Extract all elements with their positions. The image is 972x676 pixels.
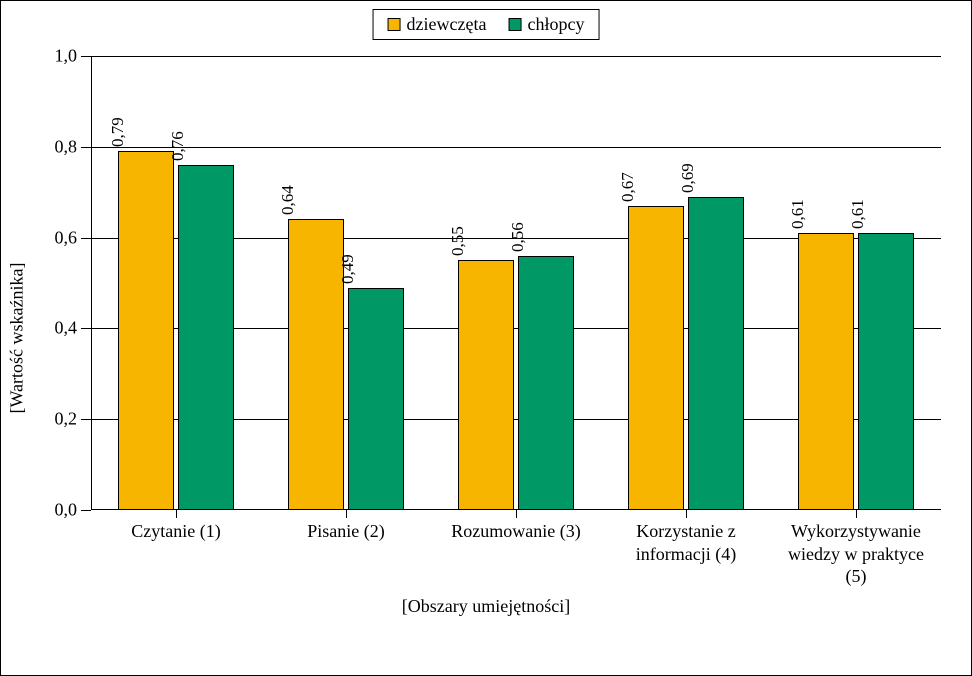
bar-value-label: 0,67 (618, 172, 638, 202)
bar-0-3 (628, 206, 684, 510)
bar-1-3 (688, 197, 744, 510)
legend-label-1: chłopcy (527, 14, 584, 35)
legend: dziewczęta chłopcy (373, 9, 600, 40)
bar-value-label: 0,49 (338, 254, 358, 284)
y-axis (91, 56, 92, 510)
x-tick-label: Pisanie (2) (261, 510, 431, 543)
legend-label-0: dziewczęta (407, 14, 487, 35)
bar-1-2 (518, 256, 574, 510)
bar-1-1 (348, 288, 404, 510)
bar-value-label: 0,61 (788, 199, 808, 229)
gridline (91, 147, 941, 148)
y-tick-label: 1,0 (55, 46, 92, 67)
bar-0-2 (458, 260, 514, 510)
y-tick-label: 0,8 (55, 136, 92, 157)
bar-1-0 (178, 165, 234, 510)
x-tick-label: Czytanie (1) (91, 510, 261, 543)
legend-item-series-1: chłopcy (508, 14, 584, 35)
bar-value-label: 0,55 (448, 227, 468, 257)
bar-0-4 (798, 233, 854, 510)
x-tick-label: Korzystanie zinformacji (4) (601, 510, 771, 565)
y-tick-label: 0,6 (55, 227, 92, 248)
y-axis-label: [Wartość wskaźnika] (7, 263, 28, 414)
x-axis-label: [Obszary umiejętności] (402, 596, 570, 617)
bar-value-label: 0,56 (508, 222, 528, 252)
bar-value-label: 0,76 (168, 131, 188, 161)
legend-swatch-0 (388, 18, 401, 31)
y-tick-label: 0,0 (55, 500, 92, 521)
chart-frame: dziewczęta chłopcy [Wartość wskaźnika] 0… (0, 0, 972, 676)
bar-0-1 (288, 219, 344, 510)
bar-value-label: 0,61 (848, 199, 868, 229)
x-tick-label: Wykorzystywaniewiedzy w praktyce(5) (771, 510, 941, 588)
bar-value-label: 0,79 (108, 118, 128, 148)
bar-0-0 (118, 151, 174, 510)
y-tick-label: 0,2 (55, 409, 92, 430)
legend-item-series-0: dziewczęta (388, 14, 487, 35)
bar-value-label: 0,69 (678, 163, 698, 193)
bar-1-4 (858, 233, 914, 510)
bar-value-label: 0,64 (278, 186, 298, 216)
plot-area: 0,00,20,40,60,81,00,790,76Czytanie (1)0,… (91, 56, 941, 510)
x-tick-label: Rozumowanie (3) (431, 510, 601, 543)
legend-swatch-1 (508, 18, 521, 31)
gridline (91, 56, 941, 57)
y-tick-label: 0,4 (55, 318, 92, 339)
